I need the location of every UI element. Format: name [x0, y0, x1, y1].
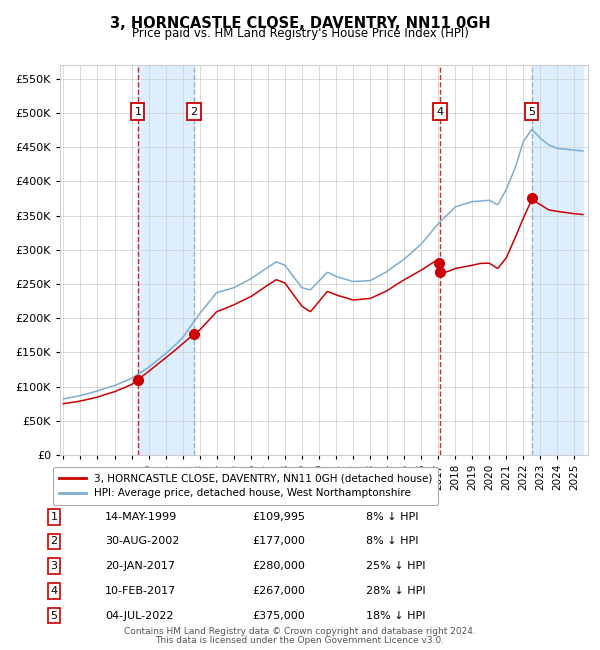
Text: 3: 3 — [50, 561, 58, 571]
Text: £177,000: £177,000 — [252, 536, 305, 547]
Text: 5: 5 — [50, 610, 58, 621]
Text: 8% ↓ HPI: 8% ↓ HPI — [366, 536, 419, 547]
Text: £109,995: £109,995 — [252, 512, 305, 522]
Text: 14-MAY-1999: 14-MAY-1999 — [105, 512, 177, 522]
Text: 18% ↓ HPI: 18% ↓ HPI — [366, 610, 425, 621]
Text: 2: 2 — [50, 536, 58, 547]
Text: £267,000: £267,000 — [252, 586, 305, 596]
Text: Contains HM Land Registry data © Crown copyright and database right 2024.: Contains HM Land Registry data © Crown c… — [124, 627, 476, 636]
Text: 8% ↓ HPI: 8% ↓ HPI — [366, 512, 419, 522]
Text: 04-JUL-2022: 04-JUL-2022 — [105, 610, 173, 621]
Text: 28% ↓ HPI: 28% ↓ HPI — [366, 586, 425, 596]
Bar — [532, 65, 583, 455]
Text: 4: 4 — [436, 107, 443, 116]
Legend: 3, HORNCASTLE CLOSE, DAVENTRY, NN11 0GH (detached house), HPI: Average price, de: 3, HORNCASTLE CLOSE, DAVENTRY, NN11 0GH … — [53, 467, 439, 505]
Text: 4: 4 — [50, 586, 58, 596]
Text: Price paid vs. HM Land Registry's House Price Index (HPI): Price paid vs. HM Land Registry's House … — [131, 27, 469, 40]
Text: 3, HORNCASTLE CLOSE, DAVENTRY, NN11 0GH: 3, HORNCASTLE CLOSE, DAVENTRY, NN11 0GH — [110, 16, 490, 31]
Text: £375,000: £375,000 — [252, 610, 305, 621]
Text: 20-JAN-2017: 20-JAN-2017 — [105, 561, 175, 571]
Text: This data is licensed under the Open Government Licence v3.0.: This data is licensed under the Open Gov… — [155, 636, 445, 645]
Text: 2: 2 — [190, 107, 197, 116]
Text: 30-AUG-2002: 30-AUG-2002 — [105, 536, 179, 547]
Text: £280,000: £280,000 — [252, 561, 305, 571]
Text: 1: 1 — [50, 512, 58, 522]
Text: 25% ↓ HPI: 25% ↓ HPI — [366, 561, 425, 571]
Bar — [138, 65, 194, 455]
Text: 5: 5 — [528, 107, 535, 116]
Text: 1: 1 — [134, 107, 142, 116]
Text: 10-FEB-2017: 10-FEB-2017 — [105, 586, 176, 596]
